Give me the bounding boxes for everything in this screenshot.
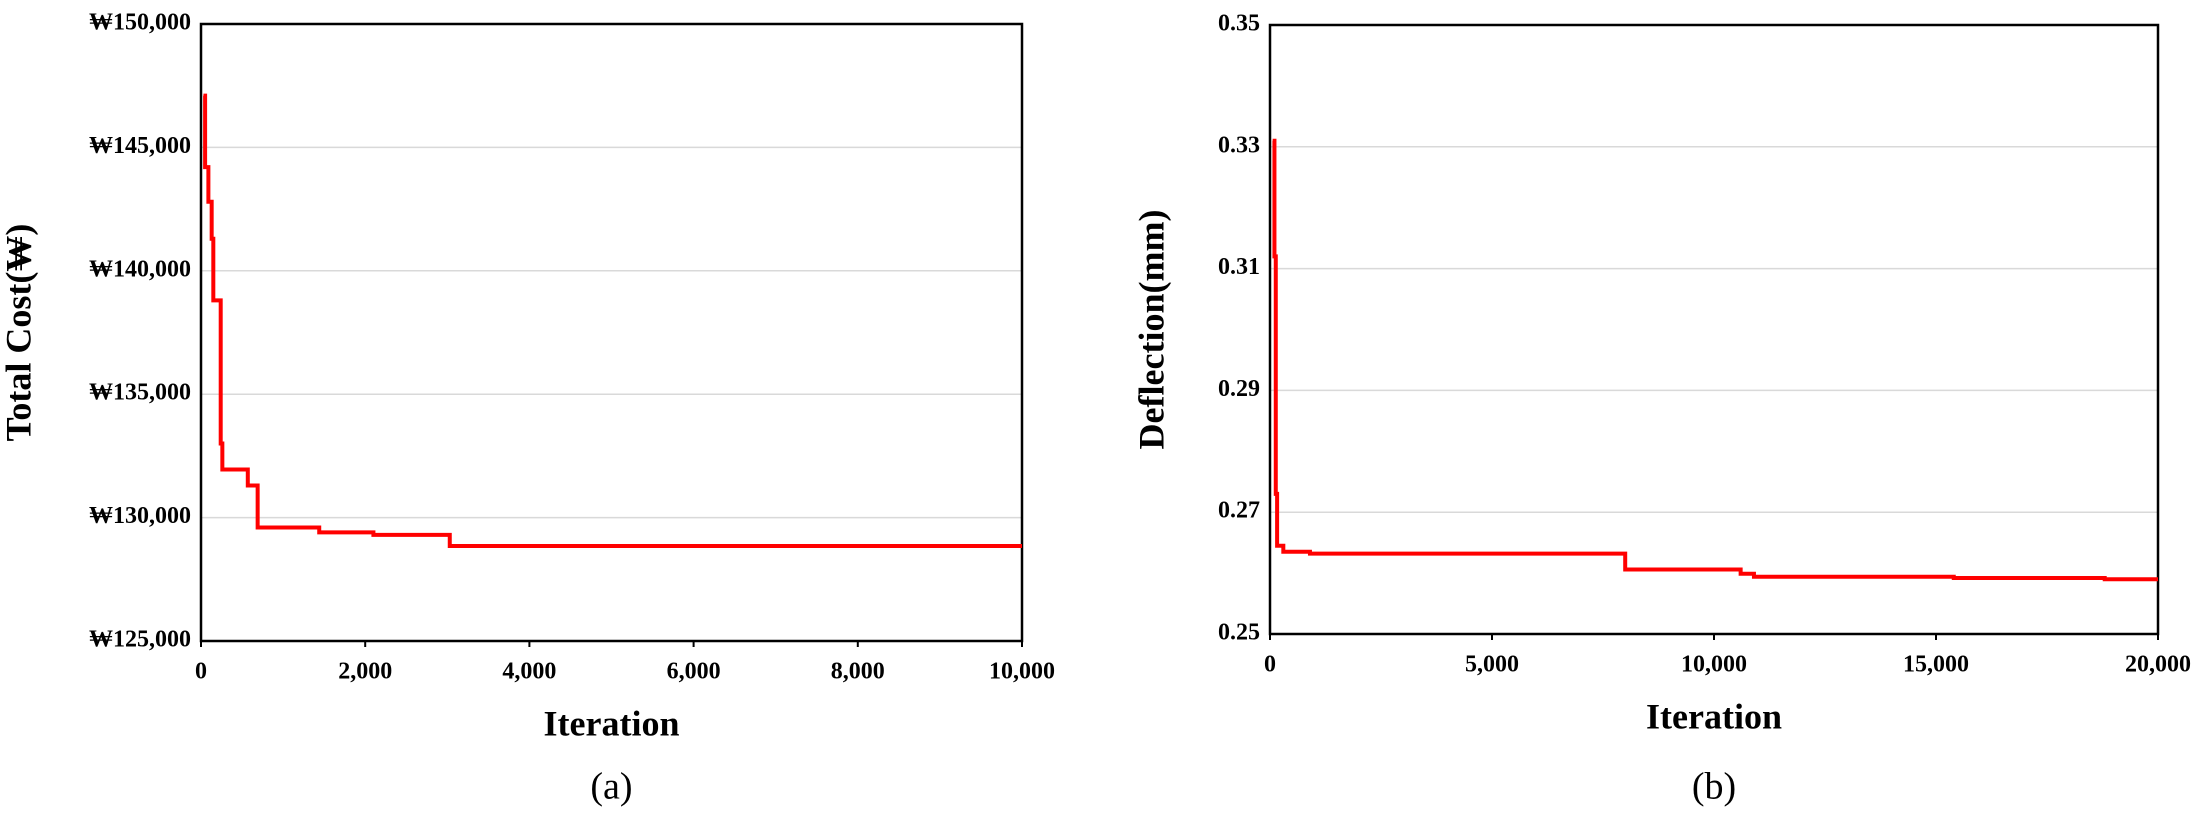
y-tick-label: 0.27 xyxy=(1218,498,1260,524)
caption: (a) xyxy=(590,766,632,808)
line-series xyxy=(1272,138,2158,582)
y-tick-label: ₩135,000 xyxy=(89,380,191,406)
plot-frame xyxy=(199,22,1024,643)
y-tick-label: ₩140,000 xyxy=(89,256,191,282)
y-tick-label: ₩130,000 xyxy=(89,503,191,529)
x-tick-label: 4,000 xyxy=(502,659,556,685)
y-tick-label: 0.25 xyxy=(1218,620,1260,646)
y-tick-label: ₩145,000 xyxy=(89,133,191,159)
x-tick-label: 15,000 xyxy=(1903,652,1969,678)
y-tick-label: ₩125,000 xyxy=(89,627,191,653)
x-tick-label: 10,000 xyxy=(1681,652,1747,678)
x-tick-label: 5,000 xyxy=(1465,652,1519,678)
y-tick-label: ₩150,000 xyxy=(89,10,191,36)
x-tick-label: 20,000 xyxy=(2125,652,2191,678)
y-tick-label: 0.35 xyxy=(1218,11,1260,37)
y-axis-title: Total Cost(₩) xyxy=(0,224,38,442)
x-tick-label: 6,000 xyxy=(667,659,721,685)
y-tick-label: 0.29 xyxy=(1218,376,1260,402)
x-axis-title: Iteration xyxy=(544,703,680,743)
line-series xyxy=(203,93,1022,548)
y-tick-label: 0.33 xyxy=(1218,132,1260,158)
caption: (b) xyxy=(1692,766,1736,808)
x-tick-label: 2,000 xyxy=(338,659,392,685)
x-tick-label: 0 xyxy=(1264,652,1276,678)
x-tick-label: 8,000 xyxy=(831,659,885,685)
x-tick-label: 0 xyxy=(195,659,207,685)
x-tick-label: 10,000 xyxy=(989,659,1055,685)
y-tick-label: 0.31 xyxy=(1218,254,1260,280)
y-axis-title: Deflection(mm) xyxy=(1131,210,1171,450)
x-axis-title: Iteration xyxy=(1646,696,1782,736)
plot-frame xyxy=(1268,23,2160,636)
